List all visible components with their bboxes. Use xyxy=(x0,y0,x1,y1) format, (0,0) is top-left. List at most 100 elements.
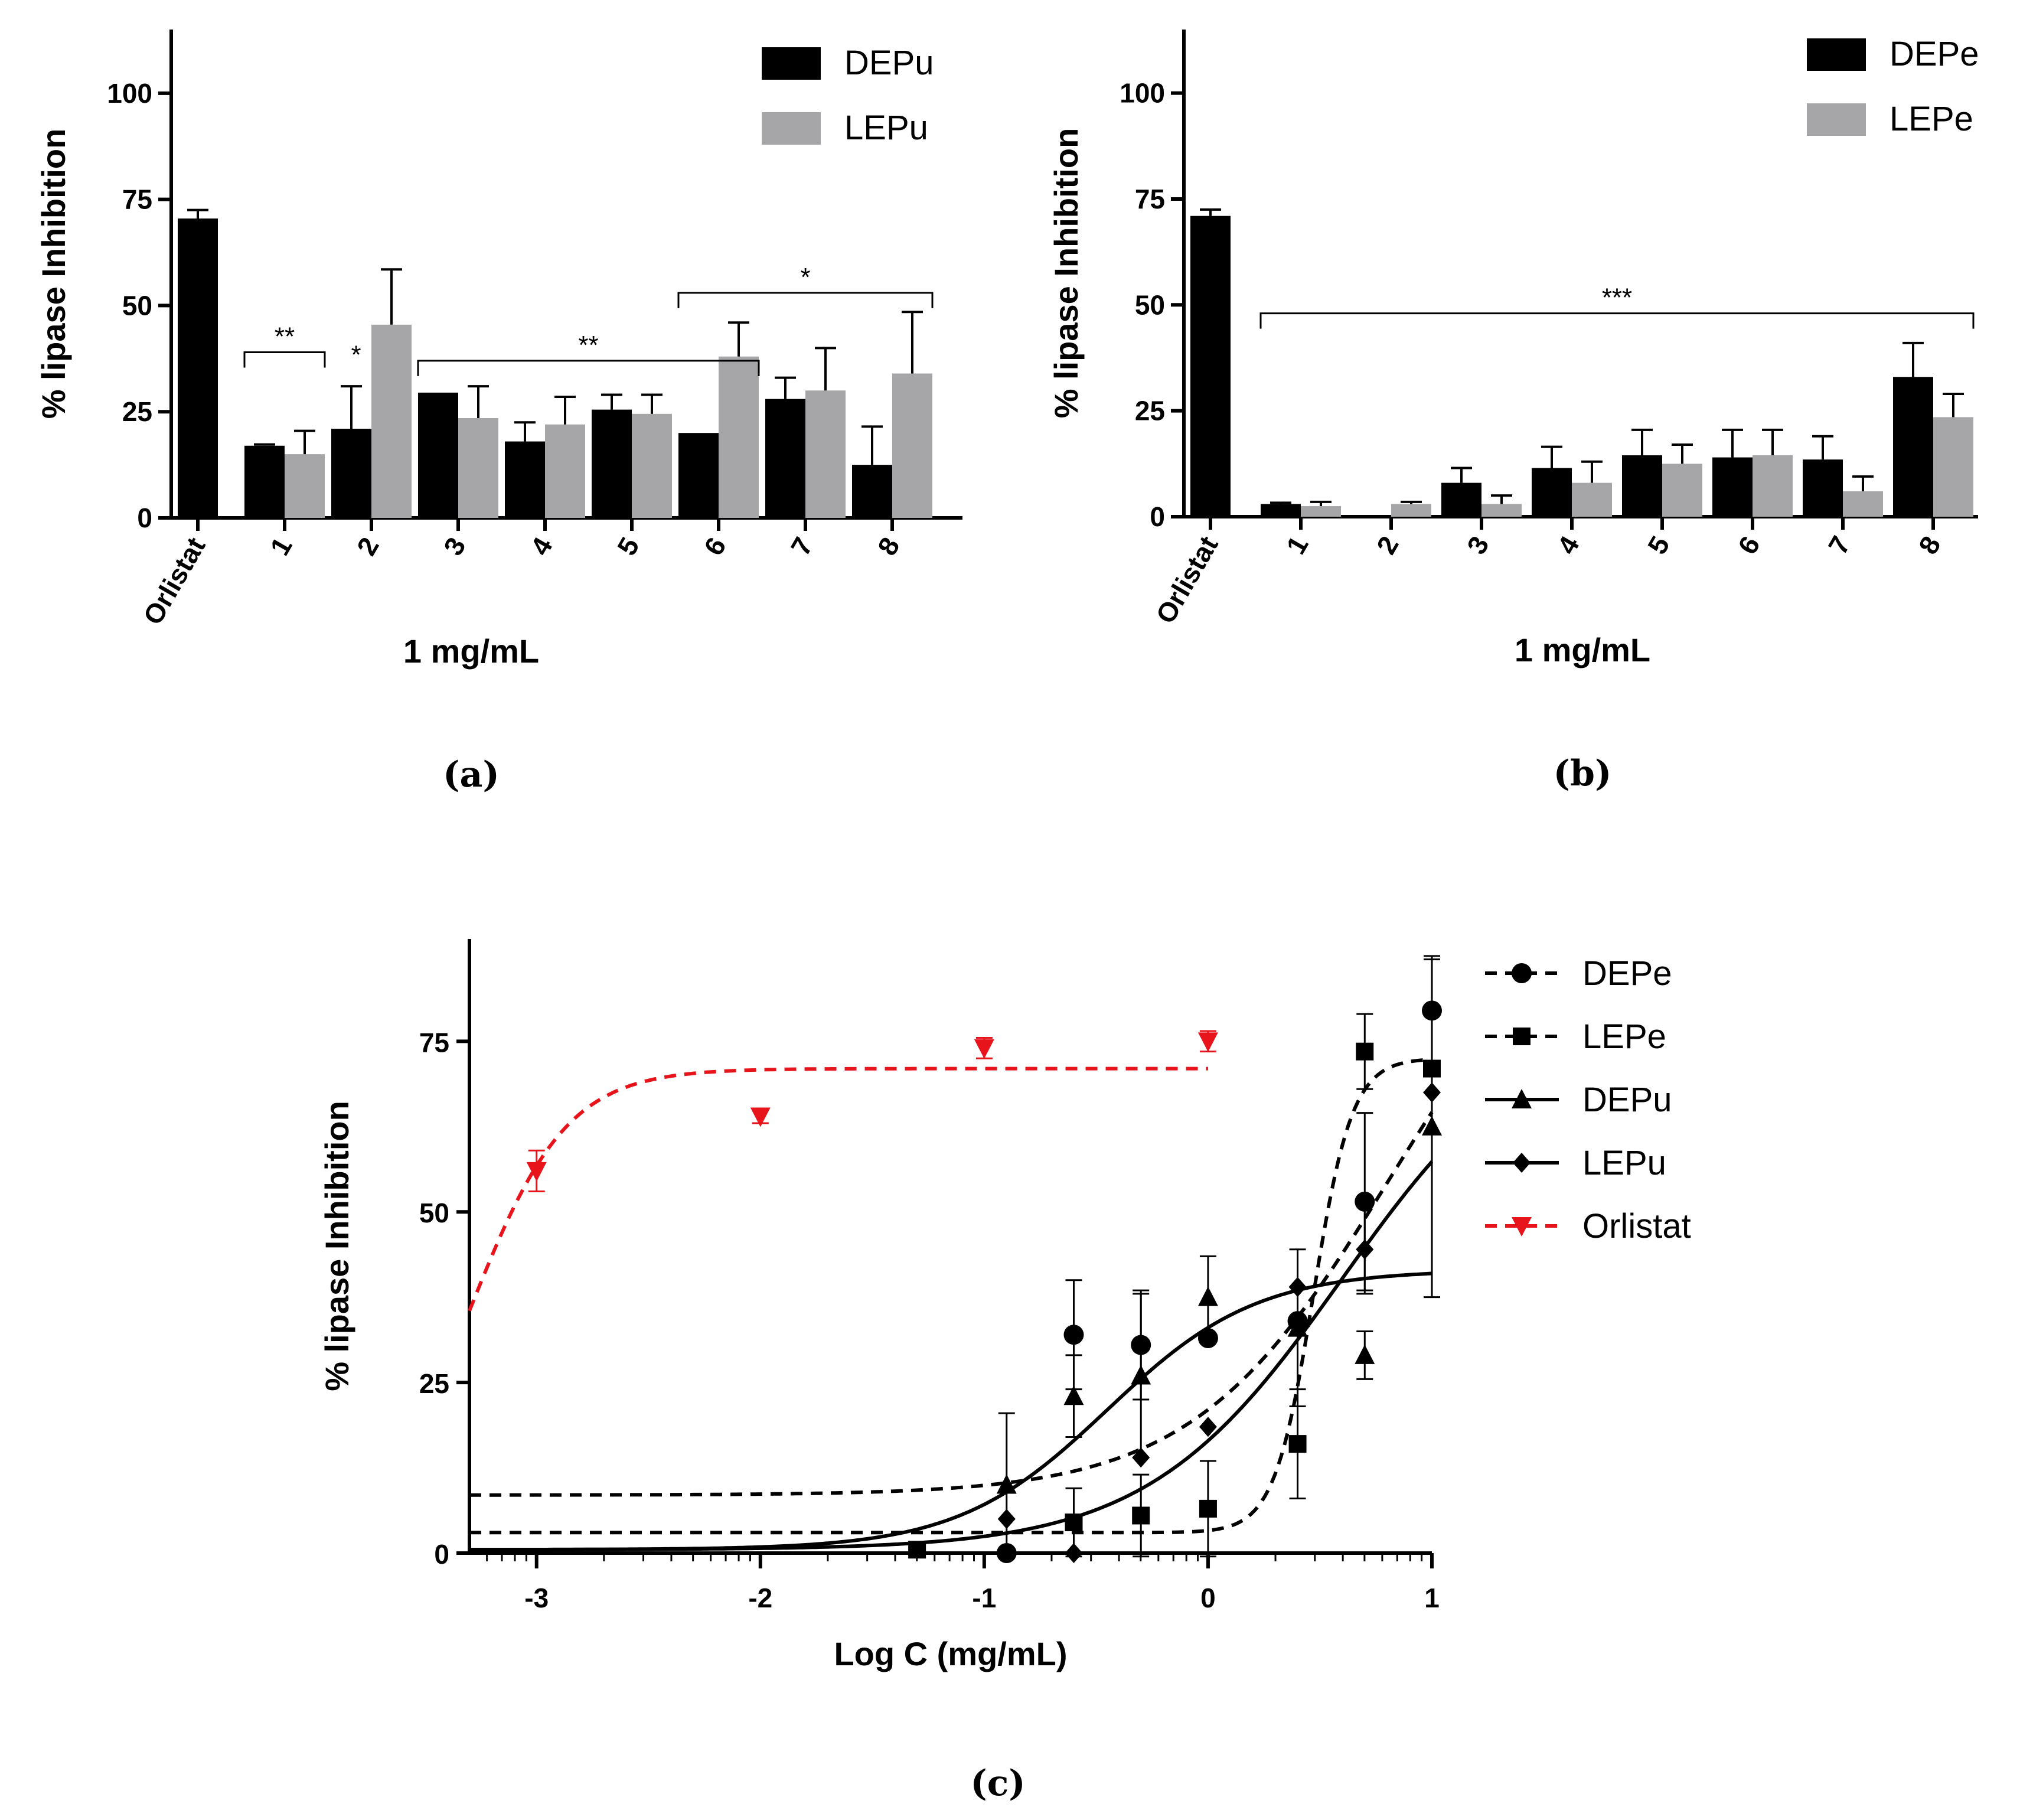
x-tick-label: 1 xyxy=(264,532,298,560)
y-tick-label: 0 xyxy=(137,503,152,533)
y-tick-label: 0 xyxy=(434,1539,449,1570)
data-point-LEPu xyxy=(1288,1277,1307,1297)
y-tick-label: 25 xyxy=(1135,396,1165,426)
bar-DEPe xyxy=(1893,377,1933,517)
bar-LEPe xyxy=(1753,455,1793,517)
data-point-DEPe xyxy=(1355,1191,1375,1212)
significance-label: * xyxy=(800,263,810,292)
data-point-LEPu xyxy=(1132,1447,1150,1468)
data-point-DEPu xyxy=(996,1474,1017,1494)
bar-LEPu xyxy=(632,413,672,518)
y-tick-label: 50 xyxy=(122,290,152,321)
y-axis-label: % lipase Inhibition xyxy=(318,1101,355,1391)
bar-DEPe xyxy=(1803,459,1843,517)
legend-marker-LEPu xyxy=(1513,1153,1530,1173)
data-point-LEPe xyxy=(1132,1506,1150,1525)
data-point-DEPu xyxy=(1355,1344,1375,1364)
legend-label-LEPu: LEPu xyxy=(1582,1144,1666,1182)
x-tick-label: 8 xyxy=(1913,531,1947,559)
data-point-DEPu xyxy=(1063,1385,1084,1405)
y-tick-label: 75 xyxy=(1135,184,1165,214)
bar-DEPe xyxy=(1441,482,1481,517)
y-tick-label: 75 xyxy=(122,184,152,215)
fit-curve-DEPu xyxy=(469,1271,1432,1552)
y-tick-label: 0 xyxy=(1150,501,1165,532)
data-point-DEPu xyxy=(1197,1286,1218,1306)
y-tick-label: 100 xyxy=(1120,78,1165,109)
bar-DEPu xyxy=(765,399,805,518)
data-point-LEPu xyxy=(997,1509,1016,1529)
bar-DEPe xyxy=(1712,457,1753,517)
x-axis-label: 1 mg/mL xyxy=(403,632,539,670)
panel-caption: (a) xyxy=(443,754,500,795)
x-tick-label: 6 xyxy=(1732,531,1766,559)
x-tick-label: 0 xyxy=(1200,1583,1216,1613)
x-tick-label: 7 xyxy=(1822,531,1856,559)
data-point-LEPe xyxy=(1199,1499,1217,1518)
bar-LEPe xyxy=(1301,506,1341,517)
y-tick-label: 50 xyxy=(1135,289,1165,320)
fit-curve-LEPu xyxy=(469,1160,1434,1552)
bar-DEPu xyxy=(178,218,218,518)
legend-marker-DEPe xyxy=(1512,963,1532,983)
bar-LEPu xyxy=(371,324,412,518)
y-axis-label: % lipase Inhibition xyxy=(1047,128,1085,419)
legend-swatch-LEPe xyxy=(1807,103,1866,136)
bar-DEPu xyxy=(852,465,892,518)
bar-LEPu xyxy=(805,390,846,518)
x-tick-label: 2 xyxy=(351,532,385,560)
data-point-Orlistat xyxy=(1197,1032,1218,1052)
x-tick-label: 8 xyxy=(872,532,906,560)
x-tick-label: 5 xyxy=(611,532,645,560)
significance-bracket xyxy=(677,292,934,308)
x-tick-label: 7 xyxy=(785,532,819,560)
bar-DEPe xyxy=(1261,504,1301,517)
bar-LEPu xyxy=(719,356,759,518)
y-tick-label: 25 xyxy=(419,1368,449,1399)
bar-LEPe xyxy=(1481,504,1522,517)
fit-curve-LEPe xyxy=(469,1058,1432,1535)
x-tick-label: 1 xyxy=(1280,531,1314,559)
legend-swatch-DEPe xyxy=(1807,38,1866,71)
data-point-Orlistat xyxy=(750,1107,771,1127)
y-tick-label: 100 xyxy=(107,78,152,109)
data-point-Orlistat xyxy=(974,1039,994,1059)
panel-caption: (c) xyxy=(970,1763,1025,1804)
legend-label-LEPe: LEPe xyxy=(1582,1017,1666,1056)
y-tick-label: 50 xyxy=(419,1198,449,1228)
data-point-DEPu xyxy=(1422,1116,1442,1136)
legend-label-DEPu: DEPu xyxy=(1582,1081,1672,1119)
data-point-Orlistat xyxy=(526,1162,547,1182)
legend-swatch-DEPu xyxy=(762,47,821,80)
bar-LEPu xyxy=(285,454,325,518)
data-point-DEPu xyxy=(1131,1365,1151,1385)
x-tick-label: Orlistat xyxy=(137,532,211,630)
significance-bracket xyxy=(1259,312,1975,329)
x-tick-label: 4 xyxy=(524,532,559,561)
data-point-LEPu xyxy=(1065,1543,1083,1563)
y-axis-label: % lipase Inhibition xyxy=(35,129,72,419)
x-axis-label: Log C (mg/mL) xyxy=(834,1635,1067,1672)
legend-label-DEPu: DEPu xyxy=(844,44,934,82)
legend-marker-LEPe xyxy=(1513,1028,1530,1045)
significance-label: ** xyxy=(578,331,598,360)
x-tick-label: 5 xyxy=(1642,531,1676,559)
data-point-LEPe xyxy=(1288,1435,1307,1453)
bar-LEPe xyxy=(1933,417,1973,517)
bar-LEPu xyxy=(458,418,498,518)
bar-DEPu xyxy=(505,441,545,518)
bar-DEPe xyxy=(1532,468,1572,517)
x-tick-label: -3 xyxy=(524,1583,549,1613)
y-tick-label: 25 xyxy=(122,396,152,427)
bar-DEPu xyxy=(678,433,719,518)
fit-curve-Orlistat xyxy=(468,1066,1208,1312)
bar-DEPe xyxy=(1622,455,1662,517)
significance-label: ** xyxy=(275,322,295,351)
x-axis-label: 1 mg/mL xyxy=(1515,631,1650,668)
panel-caption: (b) xyxy=(1554,753,1612,794)
legend-marker-DEPu xyxy=(1512,1089,1532,1108)
bar-LEPe xyxy=(1572,482,1612,517)
x-tick-label: 3 xyxy=(438,532,472,560)
bar-LEPe xyxy=(1843,491,1883,517)
